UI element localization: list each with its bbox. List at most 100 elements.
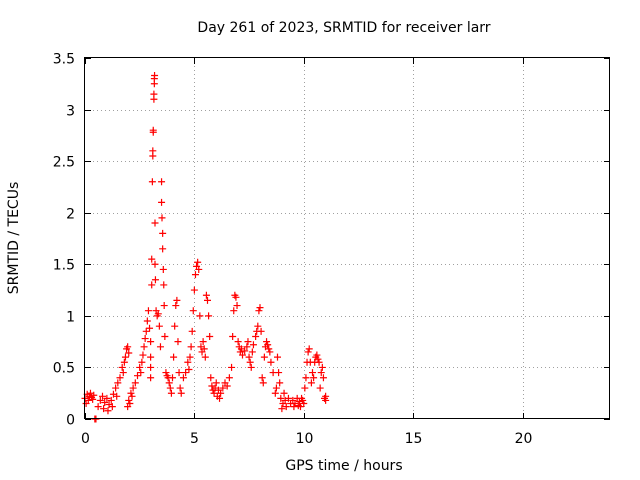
data-point — [204, 296, 211, 304]
data-point — [171, 322, 179, 330]
data-point — [129, 384, 137, 392]
data-point — [245, 353, 253, 361]
data-point — [169, 374, 176, 382]
data-point — [299, 396, 307, 404]
data-point — [189, 307, 197, 315]
data-point — [127, 389, 135, 397]
data-point — [234, 338, 242, 346]
data-point — [278, 405, 286, 413]
data-point — [315, 358, 323, 366]
data-point — [179, 374, 187, 382]
data-point — [148, 255, 156, 263]
data-point — [190, 286, 198, 294]
data-point — [257, 327, 265, 335]
data-point — [267, 358, 275, 366]
data-point — [199, 338, 207, 346]
data-point — [202, 291, 210, 299]
data-point — [276, 379, 284, 387]
data-point — [207, 374, 215, 382]
data-point — [244, 338, 252, 346]
data-point — [274, 353, 281, 361]
data-point — [305, 345, 313, 353]
data-point — [184, 358, 192, 366]
data-point — [225, 374, 233, 382]
data-point — [155, 322, 163, 330]
data-point — [173, 296, 181, 304]
data-point — [272, 384, 280, 392]
data-point — [174, 338, 182, 346]
data-point — [103, 394, 111, 402]
x-tick-label: 15 — [405, 431, 423, 447]
data-point — [149, 126, 157, 134]
data-point — [146, 324, 154, 332]
data-point — [266, 348, 274, 356]
data-point — [154, 310, 162, 318]
data-point — [313, 351, 321, 359]
data-point — [316, 384, 324, 392]
x-tick-label: 0 — [81, 431, 90, 447]
data-point — [100, 405, 108, 413]
data-point — [140, 343, 148, 351]
data-point — [147, 374, 155, 382]
data-point — [124, 343, 132, 351]
data-point — [277, 394, 285, 402]
data-point — [309, 369, 316, 377]
data-point — [128, 392, 136, 400]
data-point — [265, 345, 273, 353]
x-tick-label: 5 — [190, 431, 199, 447]
data-point — [126, 400, 134, 408]
data-point — [317, 369, 325, 377]
data-point — [300, 400, 308, 408]
data-point — [254, 322, 262, 330]
data-points — [81, 72, 330, 423]
data-point — [185, 365, 193, 373]
chart-title: Day 261 of 2023, SRMTID for receiver lar… — [197, 20, 490, 36]
data-point — [147, 353, 155, 361]
data-point — [187, 343, 195, 351]
data-point — [264, 341, 272, 349]
data-point — [167, 389, 175, 397]
data-point — [121, 353, 129, 361]
data-point — [177, 389, 185, 397]
data-point — [310, 374, 318, 382]
data-point — [150, 90, 158, 98]
data-point — [230, 307, 238, 315]
data-point — [319, 374, 327, 382]
data-point — [176, 384, 184, 392]
data-point — [271, 389, 279, 397]
data-point — [151, 260, 159, 268]
data-point — [170, 353, 178, 361]
data-point — [246, 358, 254, 366]
data-point — [200, 345, 208, 353]
data-point — [210, 389, 218, 397]
data-point — [166, 384, 174, 392]
data-point — [195, 265, 203, 273]
data-point — [275, 369, 283, 377]
data-point — [116, 374, 124, 382]
data-point — [119, 369, 127, 377]
data-point — [147, 363, 155, 371]
data-point — [322, 392, 330, 400]
data-point — [134, 372, 141, 380]
y-tick-label: 0 — [66, 413, 75, 429]
data-point — [159, 229, 167, 237]
data-point — [101, 398, 109, 406]
data-point — [186, 353, 194, 361]
x-tick-label: 10 — [296, 431, 314, 447]
data-point — [112, 384, 120, 392]
data-point — [256, 304, 264, 312]
data-point — [142, 327, 150, 335]
data-point — [172, 302, 180, 310]
data-point — [151, 72, 159, 80]
data-point — [243, 343, 251, 351]
data-point — [131, 379, 139, 387]
data-point — [159, 265, 167, 273]
data-point — [255, 307, 263, 315]
data-point — [280, 389, 288, 397]
data-point — [249, 341, 257, 349]
data-point — [156, 343, 164, 351]
data-point — [165, 379, 173, 387]
data-point — [151, 276, 159, 284]
data-point — [182, 369, 190, 377]
y-tick-label: 1 — [66, 310, 75, 326]
